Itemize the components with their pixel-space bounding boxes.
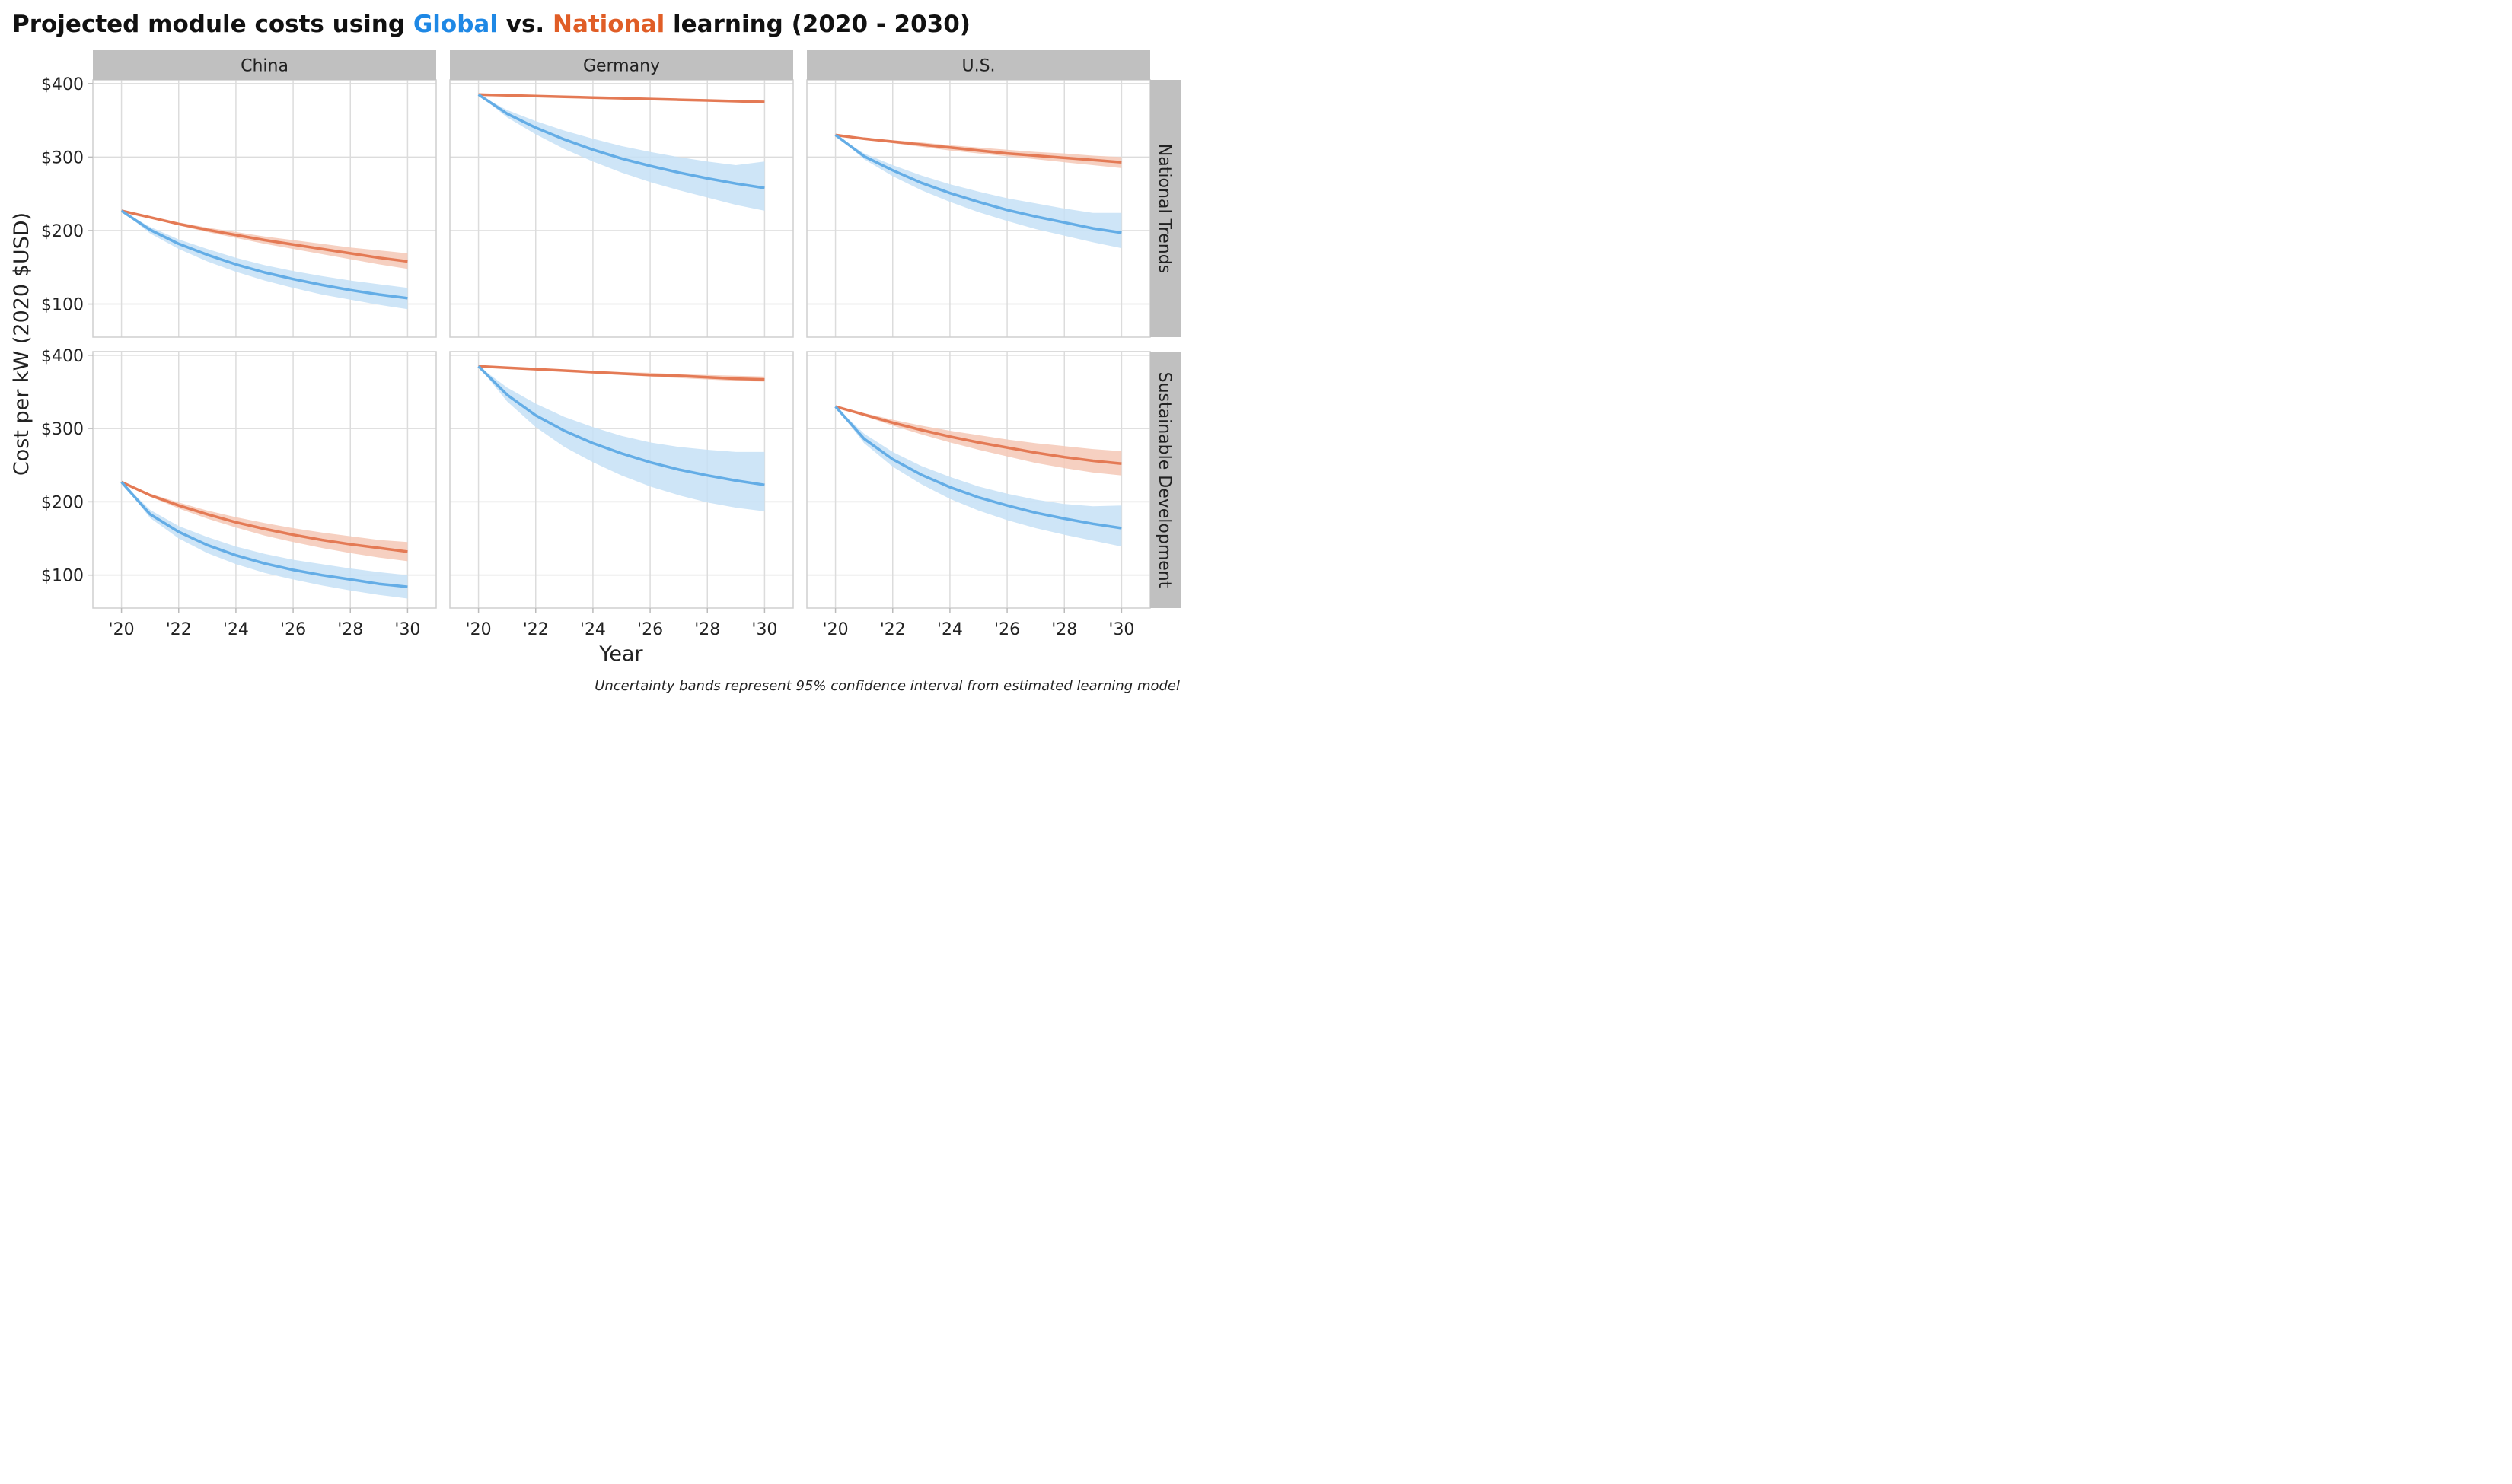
strip-label-row: National Trends xyxy=(1155,144,1174,273)
x-tick-label: '24 xyxy=(580,620,606,639)
x-tick-label: '22 xyxy=(880,620,906,639)
y-tick-label: $300 xyxy=(41,148,84,167)
y-axis-title: Cost per kW (2020 $USD) xyxy=(10,212,33,476)
y-tick-label: $300 xyxy=(41,420,84,439)
x-tick-label: '28 xyxy=(694,620,720,639)
national-learning-line xyxy=(835,133,1122,164)
national-learning-line xyxy=(478,93,765,103)
strip-label-column: U.S. xyxy=(961,57,995,76)
strip-background xyxy=(807,50,1150,80)
x-tick-label: '20 xyxy=(466,620,492,639)
x-axis-title: Year xyxy=(598,642,643,666)
global-learning-line xyxy=(120,481,408,588)
strip-background xyxy=(450,50,793,80)
strip-label-row: Sustainable Development xyxy=(1155,372,1174,588)
strip-label-column: Germany xyxy=(583,57,660,76)
axes: $100 $200 $300 $400 $100 $200 $300 $400 '20 '22 '2… xyxy=(41,75,1134,639)
y-tick-label: $100 xyxy=(41,296,84,315)
x-tick-label: '26 xyxy=(637,620,663,639)
x-tick-label: '30 xyxy=(1108,620,1134,639)
strip-label-column: China xyxy=(241,57,288,76)
global-learning-line xyxy=(477,93,765,189)
global-confidence-band xyxy=(478,366,765,511)
global-confidence-band xyxy=(478,94,765,211)
strip-row: Sustainable Development xyxy=(1150,352,1181,608)
national-learning-line xyxy=(120,480,408,553)
strip-column: Germany xyxy=(450,50,793,80)
title-national-word: National xyxy=(553,11,665,38)
national-learning-line xyxy=(478,365,765,381)
x-tick-label: '20 xyxy=(823,620,849,639)
panel-germany-national-trends xyxy=(449,79,794,338)
y-tick-label: $400 xyxy=(41,75,84,94)
global-learning-line xyxy=(834,133,1122,234)
y-tick-label: $200 xyxy=(41,493,84,512)
chart-title: Projected module costs using Global vs. … xyxy=(12,11,971,38)
facet-strips: China Germany U.S. National Trends Sustainab… xyxy=(93,50,1181,608)
x-tick-label: '24 xyxy=(223,620,249,639)
panel-us-national-trends xyxy=(806,79,1151,338)
strip-background xyxy=(1150,352,1181,608)
strip-row: National Trends xyxy=(1150,80,1181,337)
panel-border xyxy=(92,351,437,609)
title-global-word: Global xyxy=(413,11,498,38)
global-confidence-band xyxy=(835,406,1122,547)
x-tick-label: '22 xyxy=(523,620,549,639)
panel-china-national-trends xyxy=(92,79,437,338)
national-learning-line xyxy=(835,405,1122,466)
x-tick-label: '24 xyxy=(937,620,963,639)
global-learning-line xyxy=(120,209,408,300)
caption: Uncertainty bands represent 95% confiden… xyxy=(595,678,1180,694)
national-learning-line xyxy=(121,209,408,263)
global-learning-line xyxy=(834,406,1122,530)
strip-background xyxy=(1150,80,1181,337)
panel-border xyxy=(449,351,794,609)
x-tick-label: '22 xyxy=(166,620,192,639)
panel-us-sustainable-development xyxy=(806,351,1151,609)
strip-column: China xyxy=(93,50,436,80)
title-middle: vs. xyxy=(498,11,553,38)
x-tick-label: '30 xyxy=(394,620,420,639)
y-tick-label: $400 xyxy=(41,347,84,366)
x-tick-label: '28 xyxy=(1051,620,1077,639)
x-tick-label: '30 xyxy=(751,620,777,639)
global-confidence-band xyxy=(121,482,408,599)
x-tick-label: '28 xyxy=(337,620,363,639)
x-tick-label: '20 xyxy=(109,620,135,639)
panel-background xyxy=(807,352,1150,608)
title-suffix: learning (2020 - 2030) xyxy=(665,11,971,38)
y-tick-label: $200 xyxy=(41,222,84,241)
national-confidence-band xyxy=(835,406,1122,476)
strip-background xyxy=(93,50,436,80)
panel-background xyxy=(450,80,793,337)
panel-grid xyxy=(92,79,1151,609)
panel-china-sustainable-development xyxy=(92,351,437,609)
global-confidence-band xyxy=(121,210,408,310)
y-tick-label: $100 xyxy=(41,567,84,586)
x-tick-label: '26 xyxy=(280,620,306,639)
title-prefix: Projected module costs using xyxy=(12,11,413,38)
x-tick-label: '26 xyxy=(994,620,1020,639)
figure: Projected module costs using Global vs. … xyxy=(10,11,1181,694)
global-learning-line xyxy=(477,365,765,486)
strip-column: U.S. xyxy=(807,50,1150,80)
panel-germany-sustainable-development xyxy=(449,351,794,609)
